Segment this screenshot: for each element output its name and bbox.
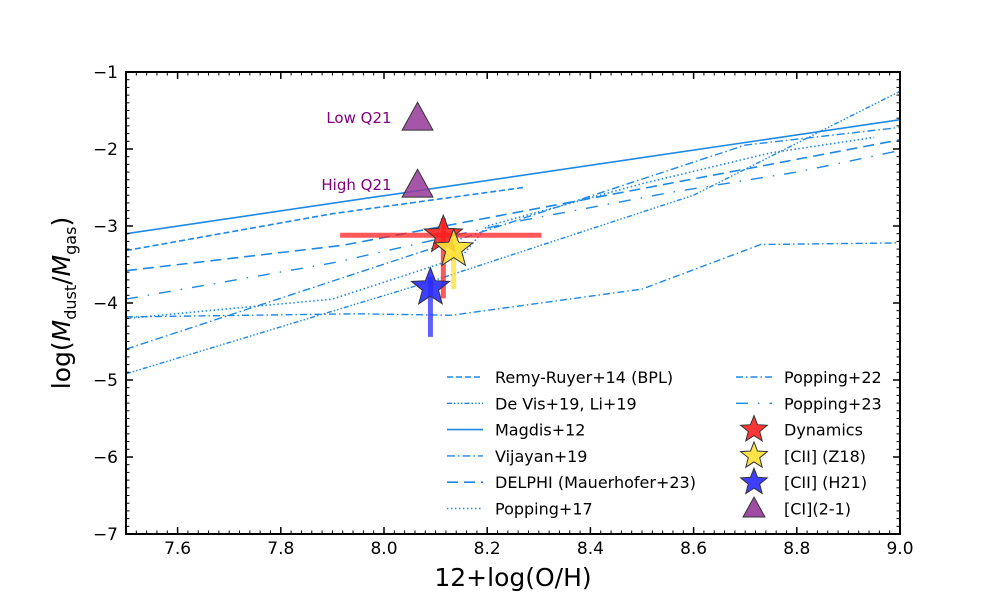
series-layer	[126, 90, 900, 375]
plot-area	[126, 72, 900, 534]
x-tick-label: 7.6	[164, 539, 191, 559]
x-tick-label: 8.2	[474, 539, 501, 559]
y-label-slash: /	[47, 276, 76, 285]
legend-label: De Vis+19, Li+19	[495, 394, 637, 413]
legend-swatch	[742, 496, 766, 518]
y-tick-label: −5	[93, 371, 118, 391]
legend-entry-de-vis-19-li-19: De Vis+19, Li+19	[447, 394, 637, 413]
legend-label: DELPHI (Mauerhofer+23)	[495, 473, 696, 492]
y-tick-label: −7	[93, 525, 118, 545]
legend-label: Popping+22	[784, 368, 882, 387]
x-tick-label: 8.8	[783, 539, 810, 559]
y-label-m1: M	[47, 320, 76, 342]
series-line-vijayan-19	[126, 126, 900, 350]
x-tick-label: 7.8	[267, 539, 294, 559]
x-tick-label: 8.6	[680, 539, 707, 559]
x-tick-label: 9.0	[886, 539, 913, 559]
legend-swatch	[739, 466, 769, 495]
series-line-remy-ruyer-14-bpl	[126, 186, 524, 252]
legend-label: Magdis+12	[495, 421, 585, 440]
marker-ci-2-1-high	[401, 168, 434, 198]
y-tick-label: −1	[93, 63, 118, 83]
legend-entry-popping-23: Popping+23	[736, 394, 882, 413]
x-tick-label: 8.4	[577, 539, 604, 559]
y-label-sub1: dust	[61, 285, 80, 320]
legend-entry-magdis-12: Magdis+12	[447, 421, 585, 440]
y-tick-label: −4	[93, 294, 118, 314]
marker-cii-h21	[410, 266, 451, 305]
legend: Remy-Ruyer+14 (BPL) De Vis+19, Li+19 Magdi…	[447, 368, 882, 519]
legend-label: Popping+17	[495, 500, 593, 519]
legend-label: Dynamics	[784, 421, 863, 440]
annotation-low-q21: Low Q21	[326, 109, 391, 127]
marker-ci-2-1	[401, 101, 434, 131]
y-tick-label: −6	[93, 448, 118, 468]
x-axis-label: 12+log(O/H)	[434, 563, 591, 592]
y-label-m2: M	[47, 255, 76, 277]
legend-entry-ci-2-1: [CI](2-1)	[742, 496, 851, 519]
legend-label: [CII] (H21)	[784, 473, 867, 492]
legend-entry-popping-22: Popping+22	[736, 368, 882, 387]
legend-label: [CI](2-1)	[784, 500, 851, 519]
legend-label: [CII] (Z18)	[784, 447, 866, 466]
annotation-layer: Low Q21 High Q21	[321, 109, 391, 194]
legend-entry-popping-17: Popping+17	[447, 500, 593, 519]
y-label-prefix: log(	[47, 341, 76, 389]
legend-label: Remy-Ruyer+14 (BPL)	[495, 368, 673, 387]
legend-label: Popping+23	[784, 394, 882, 413]
series-line-popping-22	[126, 242, 900, 318]
series-line-magdis-12	[126, 118, 900, 235]
legend-entry-delphi-mauerhofer-23: DELPHI (Mauerhofer+23)	[447, 473, 696, 492]
y-axis-label: log(Mdust/Mgas)	[47, 217, 80, 389]
marker-cii-z18	[433, 227, 475, 267]
y-label-suffix: )	[47, 217, 76, 227]
annotation-high-q21: High Q21	[321, 176, 391, 194]
y-tick-label: −3	[93, 217, 118, 237]
legend-entry-vijayan-19: Vijayan+19	[447, 447, 587, 466]
series-line-popping-23	[126, 149, 900, 300]
legend-entry-dynamics: Dynamics	[739, 414, 863, 443]
series-line-delphi-mauerhofer-23	[126, 139, 900, 272]
marker-layer	[401, 101, 475, 305]
x-tick-label: 8.0	[370, 539, 397, 559]
legend-swatch	[739, 440, 769, 469]
series-line-popping-17	[126, 136, 875, 320]
legend-swatch	[739, 414, 769, 443]
legend-entry-remy-ruyer-14-bpl: Remy-Ruyer+14 (BPL)	[447, 368, 673, 387]
legend-label: Vijayan+19	[495, 447, 587, 466]
y-tick-label: −2	[93, 140, 118, 160]
y-label-sub2: gas	[61, 227, 80, 255]
legend-entry-cii-z18: [CII] (Z18)	[739, 440, 866, 469]
tick-layer: 7.6 7.8 8.0 8.2 8.4 8.6 8.8 9.0 −7 −6 −5 −4 −3 −2 −1	[93, 63, 914, 559]
series-line-de-vis-19-li-19	[126, 90, 900, 375]
legend-entry-cii-h21: [CII] (H21)	[739, 466, 867, 495]
